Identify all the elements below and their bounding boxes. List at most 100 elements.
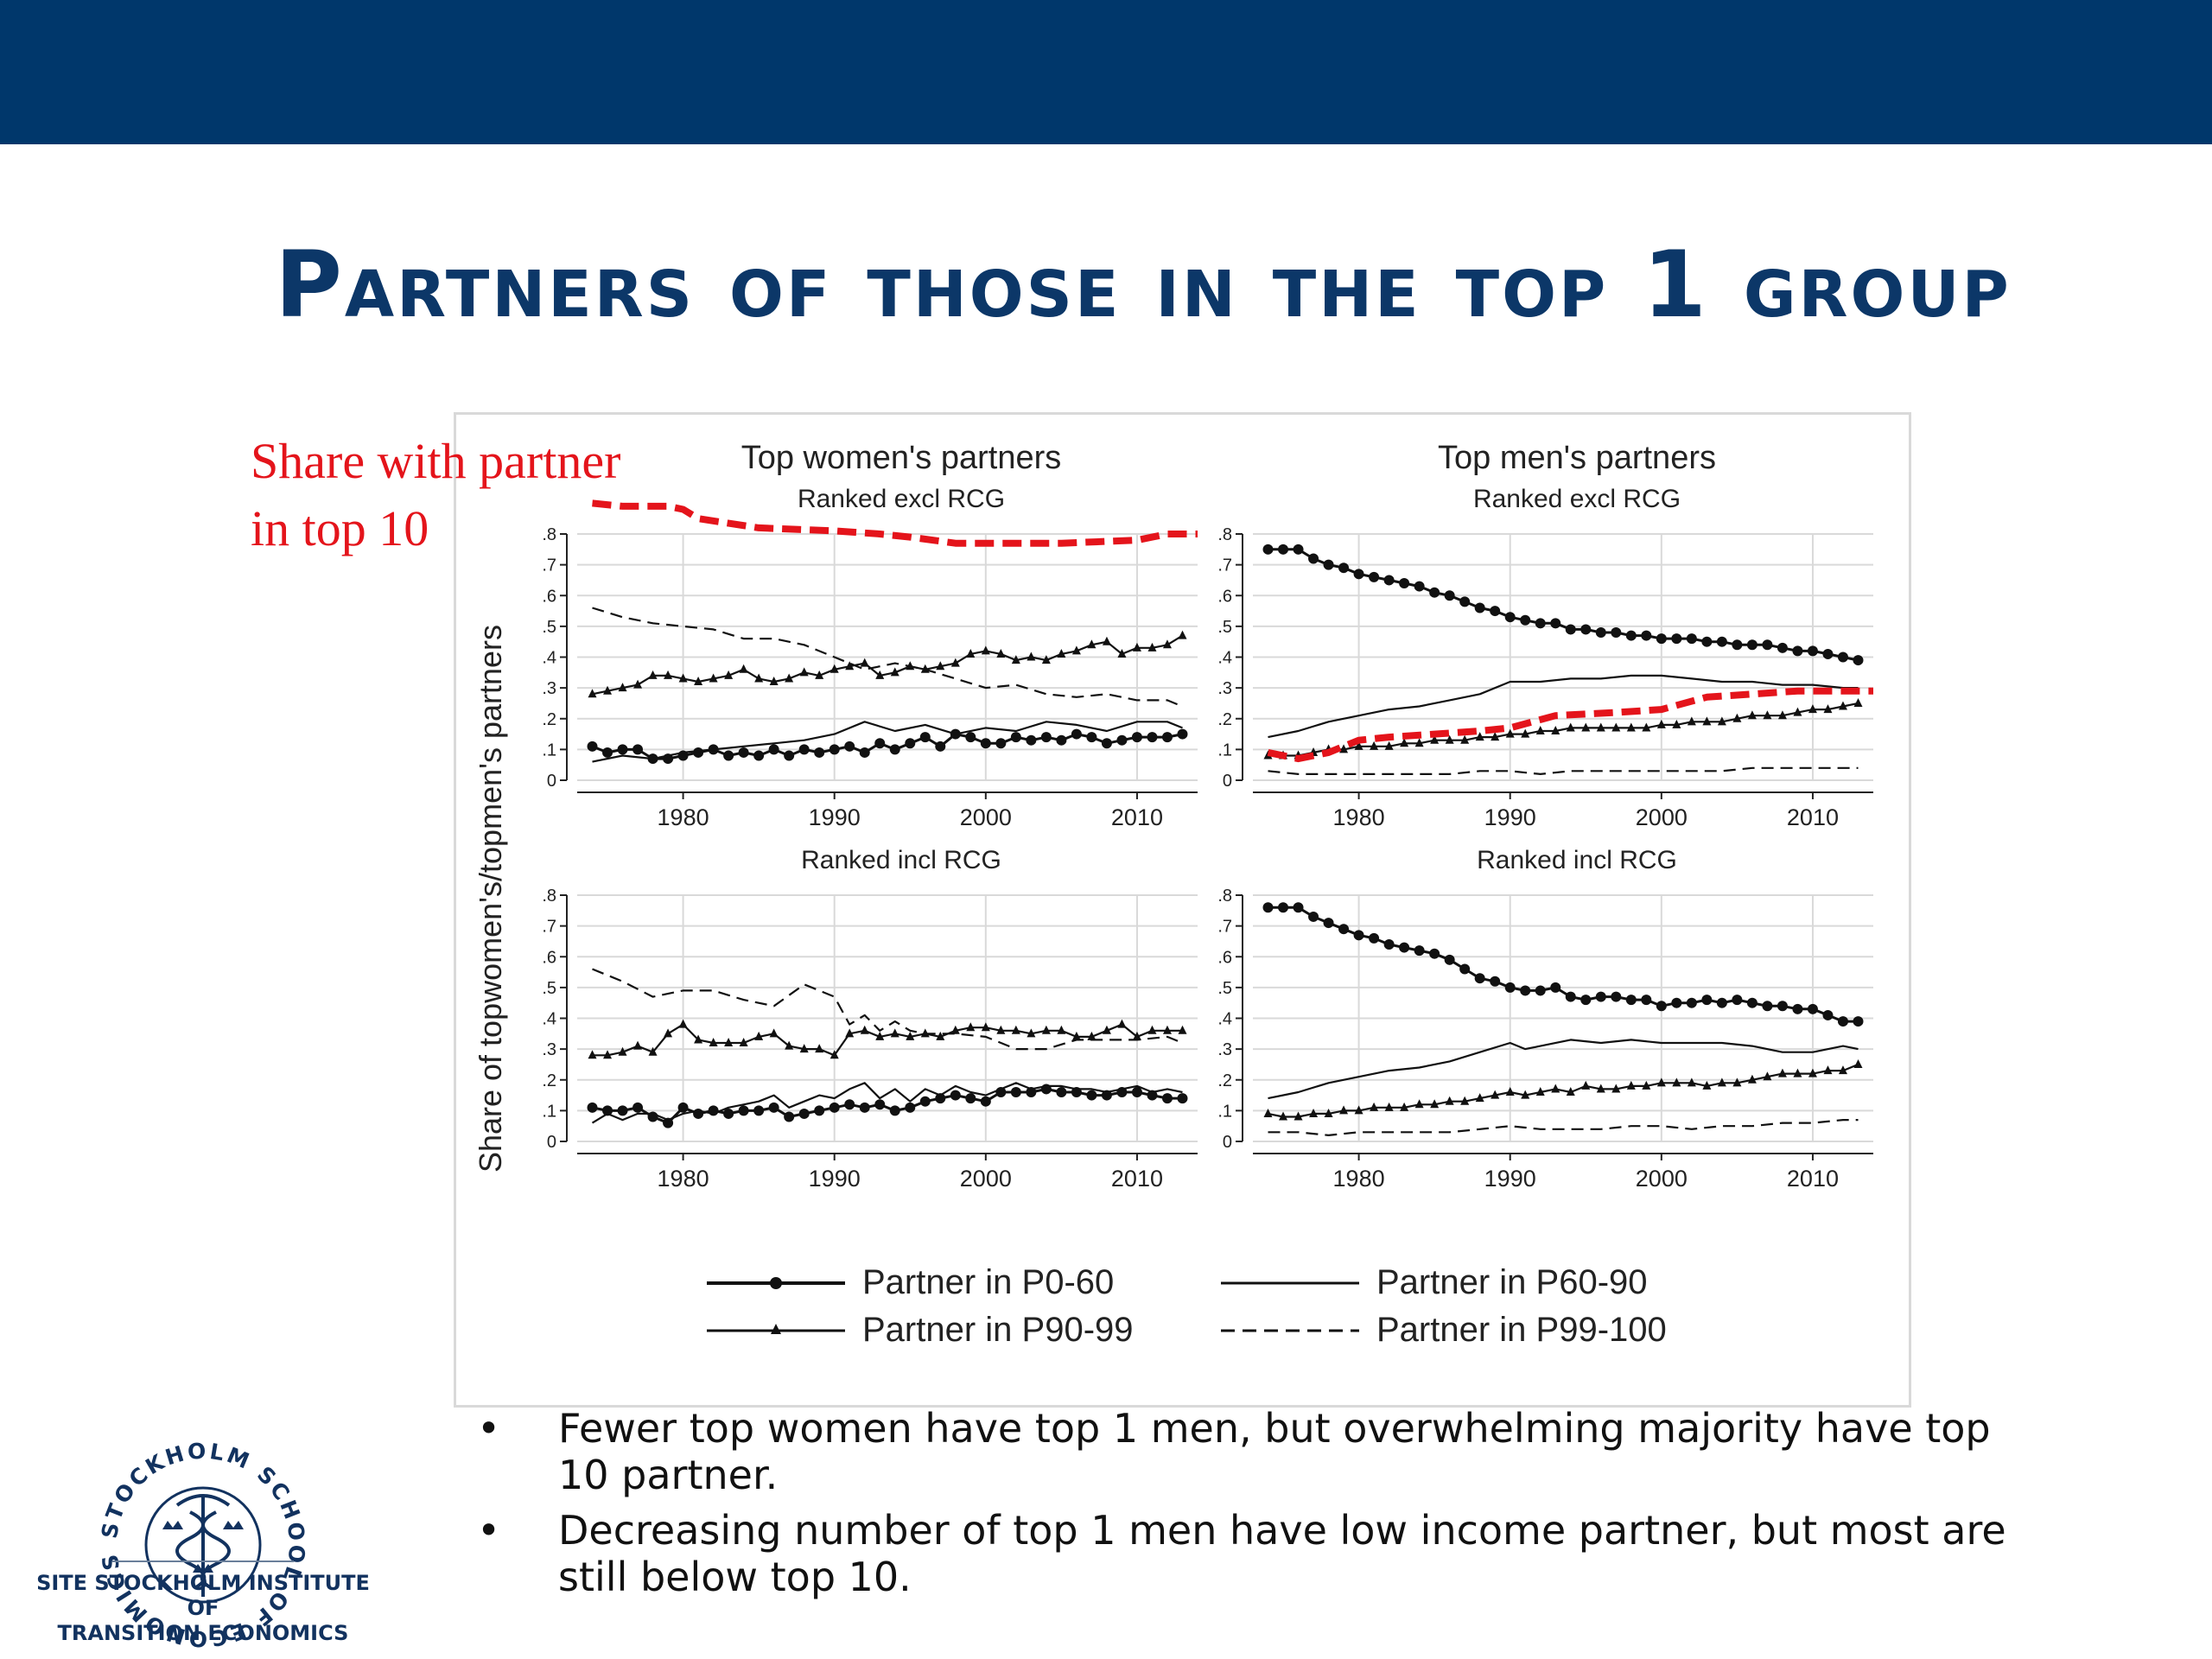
data-point [830,664,839,673]
data-point [1279,1111,1288,1121]
data-point [603,1050,613,1059]
data-point [859,747,870,758]
data-point [1490,976,1501,987]
data-point [1611,991,1622,1002]
data-point [936,661,945,671]
data-point [1686,633,1697,645]
crowns-icon [162,1521,244,1573]
data-point [1581,1080,1591,1090]
annotation-line-1: Share with partner [251,433,621,489]
data-point [1717,1077,1726,1087]
data-point [1671,633,1682,645]
data-point [784,750,795,761]
data-point [981,645,990,655]
data-point [1475,732,1484,741]
series-line [1268,548,1859,662]
data-point [723,1108,734,1119]
data-point [785,1040,794,1050]
data-point [1177,1093,1188,1104]
data-point [995,738,1007,749]
y-tick-label: .1 [542,1102,556,1121]
data-point [845,1028,855,1038]
data-point [905,738,916,749]
data-point [860,1025,869,1034]
data-point [1027,652,1036,661]
data-point [1550,982,1561,993]
data-point [980,1096,991,1107]
data-point [1430,1099,1440,1109]
data-point [1086,1090,1097,1101]
x-tick-label: 2010 [1111,804,1163,830]
series-line [1268,766,1859,775]
data-point [1656,1077,1666,1087]
data-point [1369,932,1380,944]
top10-share-line [1267,687,1873,763]
legend-label: Partner in P99-100 [1376,1311,1667,1349]
data-point [1132,1031,1141,1040]
data-point [1354,1105,1363,1115]
data-point [966,648,976,658]
data-point [1262,902,1274,913]
data-point [1763,710,1772,720]
data-point [1595,991,1606,1002]
data-point [1430,734,1440,744]
y-tick-label: .6 [542,948,556,967]
data-point [1717,716,1726,726]
data-point [1087,639,1096,649]
y-tick-label: 0 [547,1133,556,1152]
data-point [814,1105,825,1116]
data-point [799,667,809,677]
data-point [754,673,764,683]
data-point [1041,655,1051,664]
y-tick-label: .8 [1217,525,1232,544]
y-tick-label: .3 [1217,679,1232,698]
slide-title: Partners of those in the top 1 group [275,232,2012,338]
data-point [1732,1077,1742,1087]
data-point [1057,1025,1066,1034]
data-point [1853,1016,1864,1027]
data-point [1445,734,1454,744]
data-point [919,1096,931,1107]
data-point [950,1025,960,1034]
y-tick-label: .4 [1217,649,1232,668]
data-point [1807,1003,1818,1014]
data-point [1399,942,1410,953]
y-tick-label: .7 [542,556,556,575]
panel-row-title: Ranked excl RCG [798,485,1005,513]
data-point [739,1038,748,1046]
data-point [709,1038,718,1046]
data-point [1808,1068,1817,1077]
data-point [632,744,644,755]
legend-marker [771,1324,781,1334]
data-point [1716,997,1727,1008]
data-point [1686,997,1697,1008]
data-point [709,673,718,683]
data-point [1626,1080,1636,1090]
bullet-list: • Fewer top women have top 1 men, but ove… [467,1405,2022,1609]
y-tick-label: .6 [1217,948,1232,967]
data-point [1353,930,1364,941]
data-point [1793,707,1802,716]
data-point [603,685,613,695]
data-point [1278,902,1289,913]
data-point [1027,1028,1036,1038]
data-point [1596,1084,1605,1093]
data-point [1353,569,1364,580]
legend-label: Partner in P0-60 [862,1263,1114,1301]
y-tick-label: 0 [547,772,556,791]
bullet-item: • Decreasing number of top 1 men have low… [467,1507,2022,1600]
data-point [1565,624,1576,635]
x-tick-label: 1990 [1484,1166,1536,1192]
data-point [950,1090,961,1101]
data-point [1793,1068,1802,1077]
data-point [1132,642,1141,652]
data-point [664,670,673,679]
data-point [1057,648,1066,658]
data-point [633,679,643,689]
data-point [1026,1087,1037,1097]
data-point [1429,587,1440,598]
y-tick-label: .7 [542,918,556,937]
series-line [592,721,1183,763]
y-tick-label: 0 [1223,1133,1232,1152]
data-point [1459,963,1471,975]
